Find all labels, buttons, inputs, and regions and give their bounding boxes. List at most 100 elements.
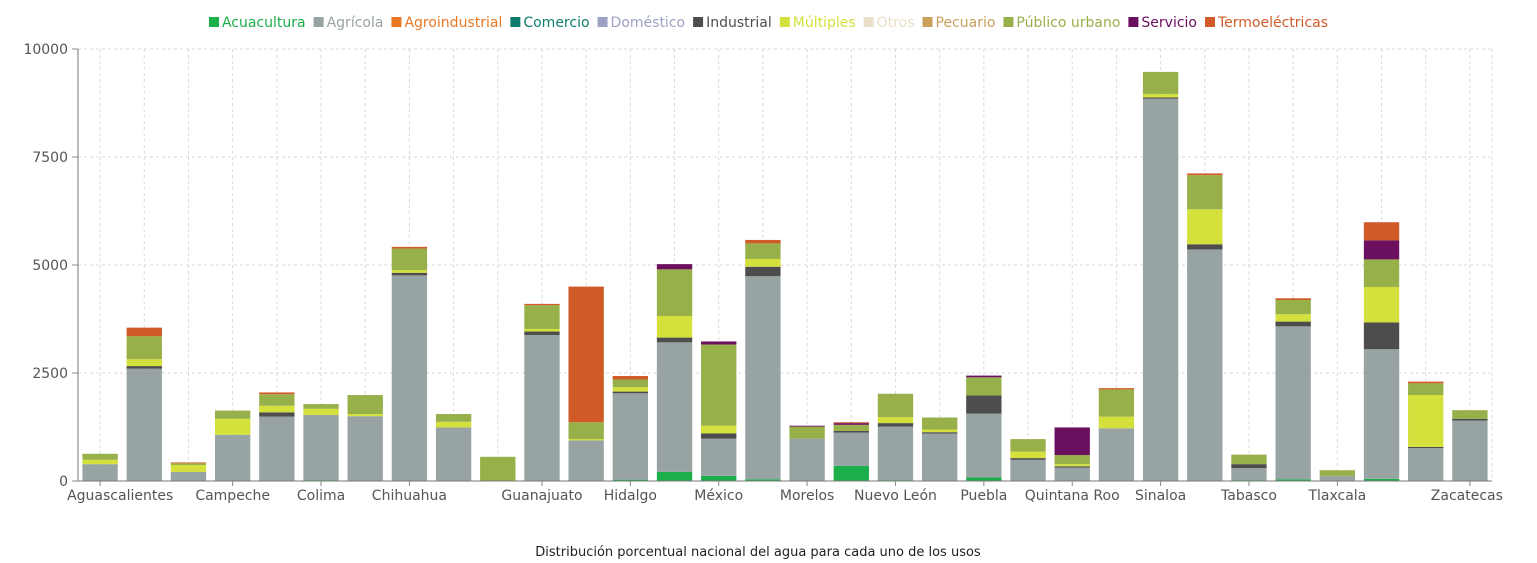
bar-segment-industrial[interactable] [921, 432, 958, 434]
legend[interactable]: Acuacultura Agrícola Agroindustrial Comerci… [208, 15, 1328, 31]
bar-segment-m-ltiples[interactable] [568, 439, 604, 441]
bar-segment-agr-cola[interactable] [524, 334, 560, 481]
bar-segment-servicio[interactable] [833, 423, 869, 425]
bar-segment-p-blico-urbano[interactable] [1142, 71, 1179, 94]
bar-segment-agr-cola[interactable] [833, 432, 869, 466]
bar-segment-agr-cola[interactable] [1319, 475, 1356, 481]
bar-segment-p-blico-urbano[interactable] [568, 422, 604, 440]
bar-segment-p-blico-urbano[interactable] [1452, 410, 1488, 419]
bar-segment-agr-cola[interactable] [170, 471, 207, 481]
bar-segment-industrial[interactable] [1187, 244, 1223, 250]
bar-segment-agr-cola[interactable] [214, 434, 251, 481]
bar-segment-p-blico-urbano[interactable] [745, 243, 781, 259]
bar-segment-termoel-ctricas[interactable] [170, 462, 207, 464]
legend-item-m-ltiples[interactable]: Múltiples [779, 15, 856, 31]
bar-segment-m-ltiples[interactable] [1363, 287, 1400, 323]
bar-segment-industrial[interactable] [1010, 458, 1046, 460]
bar-segment-industrial[interactable] [1452, 418, 1488, 421]
bar-segment-m-ltiples[interactable] [1275, 314, 1311, 322]
bar-segment-agr-cola[interactable] [877, 426, 914, 481]
bar-segment-industrial[interactable] [656, 337, 693, 343]
bar-segment-acuacultura[interactable] [1363, 478, 1400, 481]
bar-segment-industrial[interactable] [701, 433, 737, 439]
legend-item-dom-stico[interactable]: Doméstico [597, 15, 686, 31]
legend-item-agr-cola[interactable]: Agrícola [313, 15, 384, 31]
bar-segment-agr-cola[interactable] [1452, 420, 1488, 481]
bar-segment-p-blico-urbano[interactable] [126, 336, 162, 360]
bar-segment-agr-cola[interactable] [1187, 249, 1223, 481]
bar-segment-termoel-ctricas[interactable] [1098, 388, 1135, 390]
bar-segment-agr-cola[interactable] [82, 464, 118, 481]
bar-segment-acuacultura[interactable] [1275, 479, 1311, 481]
bar-segment-p-blico-urbano[interactable] [82, 453, 118, 460]
bar-segment-acuacultura[interactable] [656, 471, 693, 481]
bar-segment-termoel-ctricas[interactable] [126, 327, 162, 337]
bar-segment-m-ltiples[interactable] [524, 328, 560, 332]
bar-segment-m-ltiples[interactable] [745, 258, 781, 267]
bar-segment-m-ltiples[interactable] [921, 429, 958, 433]
legend-item-acuacultura[interactable]: Acuacultura [208, 15, 306, 31]
bar-segment-agr-cola[interactable] [347, 416, 383, 481]
bar-segment-agr-cola[interactable] [789, 438, 825, 481]
legend-item-comercio[interactable]: Comercio [510, 15, 590, 31]
bar-segment-m-ltiples[interactable] [170, 465, 207, 472]
bar-segment-servicio[interactable] [701, 341, 737, 345]
bar-segment-termoel-ctricas[interactable] [391, 246, 428, 249]
bar-segment-termoel-ctricas[interactable] [259, 392, 295, 395]
bar-segment-p-blico-urbano[interactable] [1054, 455, 1090, 465]
bar-segment-m-ltiples[interactable] [126, 359, 162, 367]
bar-segment-m-ltiples[interactable] [214, 418, 251, 435]
bar-segment-industrial[interactable] [1363, 322, 1400, 350]
bar-segment-agr-cola[interactable] [612, 393, 649, 480]
bar-segment-m-ltiples[interactable] [1098, 416, 1135, 429]
bar-segment-termoel-ctricas[interactable] [1275, 298, 1311, 300]
bar-segment-agr-cola[interactable] [656, 342, 693, 472]
bar-segment-p-blico-urbano[interactable] [833, 424, 869, 431]
bar-segment-p-blico-urbano[interactable] [701, 344, 737, 426]
bar-segment-p-blico-urbano[interactable] [789, 426, 825, 439]
bar-segment-servicio[interactable] [1363, 240, 1400, 260]
bar-segment-m-ltiples[interactable] [1408, 395, 1444, 447]
bar-segment-servicio[interactable] [966, 375, 1002, 378]
bar-segment-m-ltiples[interactable] [435, 421, 472, 428]
legend-item-termoel-ctricas[interactable]: Termoeléctricas [1205, 15, 1328, 31]
bar-segment-acuacultura[interactable] [833, 465, 869, 481]
bar-segment-industrial[interactable] [877, 423, 914, 427]
legend-item-servicio[interactable]: Servicio [1128, 15, 1197, 31]
bar-segment-agr-cola[interactable] [921, 433, 958, 481]
bar-segment-termoel-ctricas[interactable] [833, 422, 869, 424]
bar-segment-p-blico-urbano[interactable] [303, 404, 339, 409]
bar-segment-industrial[interactable] [259, 412, 295, 417]
bar-segment-p-blico-urbano[interactable] [391, 248, 428, 271]
bar-segment-termoel-ctricas[interactable] [524, 303, 560, 306]
bar-segment-industrial[interactable] [966, 395, 1002, 414]
bar-segment-p-blico-urbano[interactable] [524, 305, 560, 329]
bar-segment-acuacultura[interactable] [745, 479, 781, 481]
bar-segment-p-blico-urbano[interactable] [1187, 175, 1223, 210]
bar-segment-agr-cola[interactable] [568, 440, 604, 481]
bar-segment-industrial[interactable] [612, 391, 649, 394]
bar-segment-agr-cola[interactable] [701, 438, 737, 476]
bar-segment-p-blico-urbano[interactable] [1275, 299, 1311, 315]
legend-item-pecuario[interactable]: Pecuario [922, 15, 996, 31]
bar-segment-agr-cola[interactable] [745, 276, 781, 480]
bar-segment-m-ltiples[interactable] [877, 417, 914, 424]
bar-segment-m-ltiples[interactable] [612, 387, 649, 392]
bar-segment-m-ltiples[interactable] [1054, 464, 1090, 467]
bar-segment-p-blico-urbano[interactable] [1010, 439, 1046, 452]
bar-segment-p-blico-urbano[interactable] [921, 417, 958, 430]
bar-segment-p-blico-urbano[interactable] [656, 269, 693, 316]
bar-segment-industrial[interactable] [833, 430, 869, 433]
bar-segment-acuacultura[interactable] [612, 479, 649, 481]
bar-segment-agr-cola[interactable] [1408, 448, 1444, 481]
bar-segment-industrial[interactable] [1054, 466, 1090, 468]
bar-segment-p-blico-urbano[interactable] [966, 377, 1002, 396]
bar-segment-termoel-ctricas[interactable] [1408, 381, 1444, 384]
bar-segment-termoel-ctricas[interactable] [612, 376, 649, 380]
bar-segment-m-ltiples[interactable] [656, 315, 693, 338]
bar-segment-m-ltiples[interactable] [1142, 93, 1179, 98]
legend-item-otros[interactable]: Otros [863, 15, 915, 31]
bar-segment-agr-cola[interactable] [259, 416, 295, 481]
bar-segment-termoel-ctricas[interactable] [745, 239, 781, 244]
bar-segment-industrial[interactable] [1275, 321, 1311, 327]
